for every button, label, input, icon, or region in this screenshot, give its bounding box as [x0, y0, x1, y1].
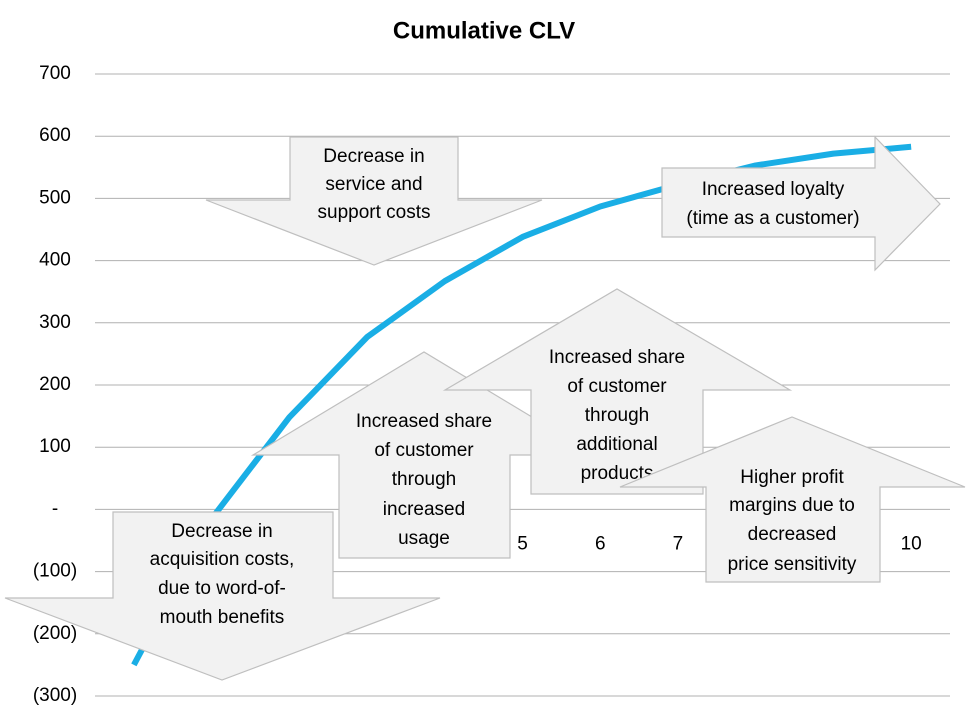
- annotation-text: increased: [383, 499, 465, 520]
- annotation-arrow: [619, 416, 966, 583]
- y-tick-label: 700: [39, 63, 71, 84]
- annotation-text: margins due to: [729, 495, 855, 516]
- y-tick-label: -: [52, 498, 58, 519]
- annotation-text: Increased share: [549, 347, 685, 368]
- y-tick-label: 500: [39, 187, 71, 208]
- x-tick-label: 10: [901, 533, 922, 554]
- annotation-text: of customer: [374, 440, 474, 461]
- x-tick-label: 7: [673, 533, 684, 554]
- annotation-text: through: [392, 469, 456, 490]
- y-tick-label: 600: [39, 125, 71, 146]
- annotation-text: Increased share: [356, 411, 492, 432]
- annotation-text: decreased: [748, 524, 837, 545]
- annotation-text: due to word-of-: [158, 578, 286, 599]
- x-tick-label: 6: [595, 533, 606, 554]
- y-tick-label: (100): [33, 561, 77, 582]
- annotation-text: (time as a customer): [686, 208, 859, 229]
- annotation-text: price sensitivity: [728, 554, 857, 575]
- annotation-arrow: [4, 511, 441, 681]
- y-tick-label: 100: [39, 436, 71, 457]
- annotation-text: acquisition costs,: [150, 549, 295, 570]
- annotation-text: mouth benefits: [160, 607, 285, 628]
- annotation-text: additional: [576, 434, 657, 455]
- annotation-arrow: [205, 136, 543, 266]
- annotation-text: products: [581, 463, 654, 484]
- y-tick-label: (300): [33, 685, 77, 706]
- annotation-text: of customer: [567, 376, 667, 397]
- annotation-text: Decrease in: [171, 521, 272, 542]
- annotation-text: service and: [325, 174, 422, 195]
- annotation-text: usage: [398, 528, 450, 549]
- annotation-text: Higher profit: [740, 467, 844, 488]
- annotation-arrow: [661, 135, 941, 272]
- y-tick-label: (200): [33, 623, 77, 644]
- chart-title: Cumulative CLV: [393, 17, 575, 44]
- y-tick-label: 300: [39, 312, 71, 333]
- annotation-text: support costs: [318, 202, 431, 223]
- annotation-text: Decrease in: [323, 146, 424, 167]
- x-tick-label: 5: [517, 533, 528, 554]
- y-tick-label: 400: [39, 250, 71, 271]
- annotation-arrow: [250, 351, 598, 559]
- annotation-text: through: [585, 405, 649, 426]
- y-tick-label: 200: [39, 374, 71, 395]
- annotation-text: Increased loyalty: [702, 179, 845, 200]
